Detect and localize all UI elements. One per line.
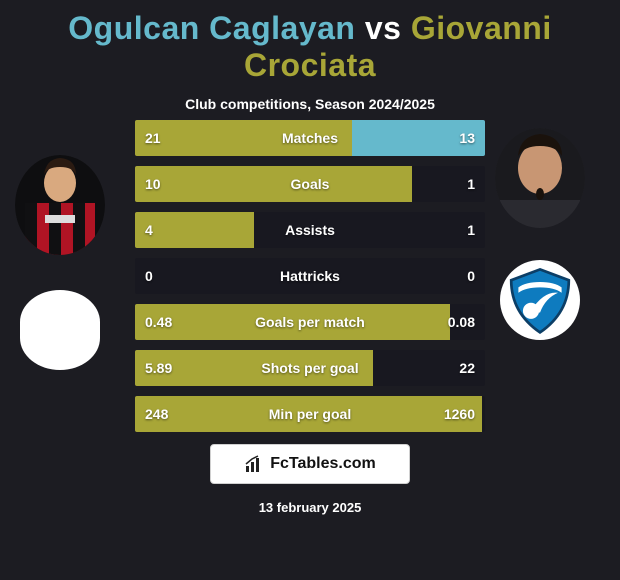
stat-row: 2113Matches [135, 120, 485, 156]
stat-bar-p1 [135, 304, 450, 340]
stats-area: 2113Matches101Goals41Assists00Hattricks0… [135, 120, 485, 442]
stat-bar-p1 [135, 350, 373, 386]
stat-label: Hattricks [135, 258, 485, 294]
stat-bar-p2 [352, 120, 485, 156]
stat-value-p2: 1 [467, 212, 475, 248]
stat-row: 2481260Min per goal [135, 396, 485, 432]
chart-icon [244, 454, 264, 474]
player1-avatar-image [15, 155, 105, 255]
title-vs: vs [365, 10, 402, 46]
stat-value-p2: 1 [467, 166, 475, 202]
player2-club-badge [500, 260, 580, 340]
footer-date: 13 february 2025 [0, 500, 620, 515]
stat-value-p2: 0.08 [448, 304, 475, 340]
player1-club-badge [20, 290, 100, 370]
footer-site-badge: FcTables.com [210, 444, 410, 484]
stat-bar-p1 [135, 396, 482, 432]
footer-site-text: FcTables.com [270, 455, 376, 473]
stat-row: 5.8922Shots per goal [135, 350, 485, 386]
stat-bar-p1 [135, 120, 352, 156]
stat-value-p2: 22 [459, 350, 475, 386]
stat-bar-p1 [135, 212, 254, 248]
player2-avatar [495, 128, 585, 228]
player2-club-badge-image [504, 264, 576, 336]
stat-row: 41Assists [135, 212, 485, 248]
stat-row: 101Goals [135, 166, 485, 202]
stat-row: 0 0Hattricks [135, 258, 485, 294]
stat-value-p2: 0 [467, 258, 475, 294]
stat-row: 0.480.08Goals per match [135, 304, 485, 340]
player2-avatar-image [495, 128, 585, 228]
title-player1: Ogulcan Caglayan [68, 10, 355, 46]
stat-value-p1: 0 [145, 258, 153, 294]
page-title: Ogulcan Caglayan vs Giovanni Crociata [0, 0, 620, 84]
player1-avatar [15, 155, 105, 255]
subtitle: Club competitions, Season 2024/2025 [0, 96, 620, 112]
stat-bar-p1 [135, 166, 412, 202]
